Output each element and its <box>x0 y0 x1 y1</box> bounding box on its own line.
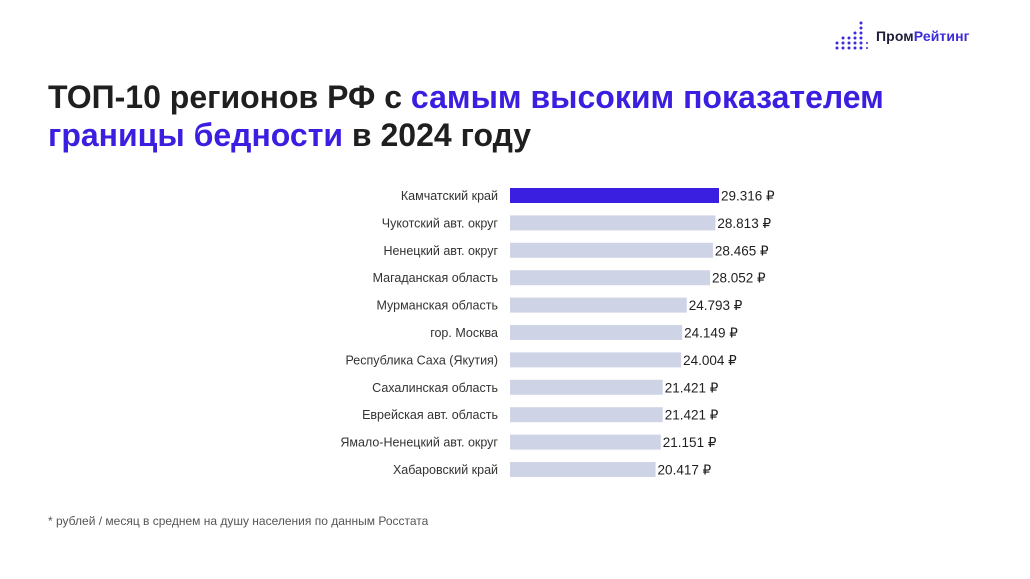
title-part1: ТОП-10 регионов РФ с <box>48 79 411 115</box>
bar <box>510 270 710 286</box>
dot-grid-chart-icon <box>835 21 868 50</box>
value-label: 24.149 ₽ <box>684 326 738 341</box>
bar <box>510 407 663 423</box>
value-label: 29.316 ₽ <box>721 189 775 204</box>
value-label: 24.793 ₽ <box>689 298 743 313</box>
bar <box>510 215 716 231</box>
brand-logo: ПромРейтинг <box>834 20 970 52</box>
value-label: 21.421 ₽ <box>665 408 719 423</box>
value-label: 28.052 ₽ <box>712 271 766 286</box>
category-label: Мурманская область <box>376 299 498 313</box>
brand-name-part1: Пром <box>876 28 914 44</box>
title-highlight: самым высоким показателем границы беднос… <box>48 79 884 153</box>
bar <box>510 352 682 368</box>
value-label: 21.151 ₽ <box>663 435 717 450</box>
category-label: Сахалинская область <box>372 381 498 395</box>
brand-name-part2: Рейтинг <box>913 28 970 44</box>
bar <box>510 242 713 258</box>
brand-name: ПромРейтинг <box>876 28 970 44</box>
page-title: ТОП-10 регионов РФ с самым высоким показ… <box>48 78 1008 154</box>
category-label: Ямало-Ненецкий авт. округ <box>340 436 498 450</box>
bar <box>510 297 687 313</box>
title-part3: в 2024 году <box>343 117 532 153</box>
footnote: * рублей / месяц в среднем на душу насел… <box>48 514 429 528</box>
category-label: Еврейская авт. область <box>362 408 498 422</box>
value-label: 20.417 ₽ <box>658 463 712 478</box>
bar <box>510 462 656 477</box>
category-label: Магаданская область <box>373 271 498 285</box>
category-label: Ненецкий авт. округ <box>383 244 498 258</box>
category-label: Республика Саха (Якутия) <box>345 353 498 367</box>
bar <box>510 379 663 395</box>
category-label: Чукотский авт. округ <box>382 216 499 230</box>
category-label: гор. Москва <box>430 326 498 340</box>
bar <box>510 188 719 203</box>
value-label: 28.813 ₽ <box>717 216 771 231</box>
bar <box>510 434 661 450</box>
bar <box>510 325 683 340</box>
category-label: Хабаровский край <box>393 463 498 477</box>
value-label: 24.004 ₽ <box>683 353 737 368</box>
value-label: 28.465 ₽ <box>715 243 769 258</box>
value-label: 21.421 ₽ <box>665 380 719 395</box>
category-label: Камчатский край <box>401 189 498 203</box>
